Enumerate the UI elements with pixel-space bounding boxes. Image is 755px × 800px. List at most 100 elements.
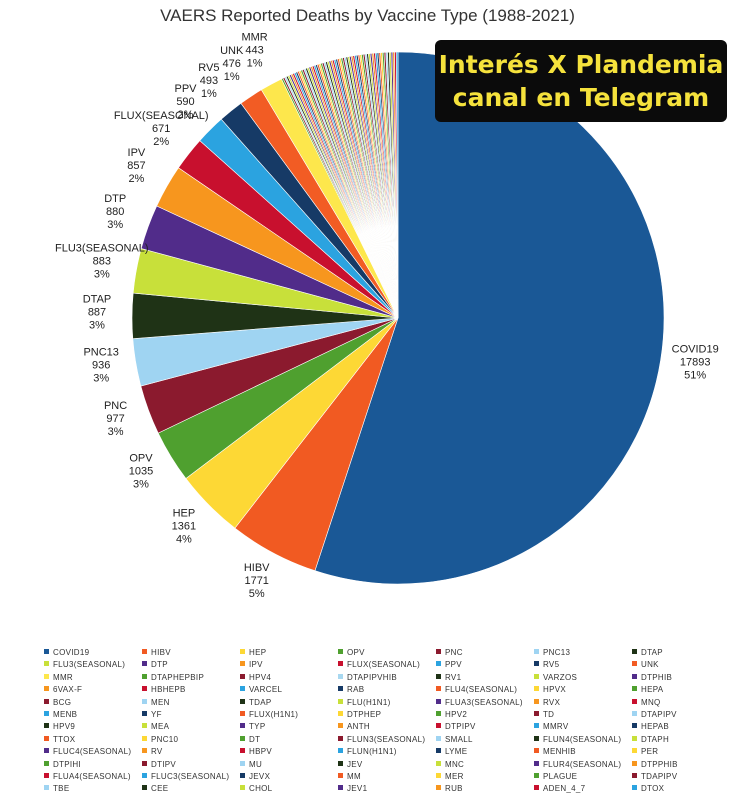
legend-item: LYME: [436, 746, 467, 758]
legend-item: FLU3(SEASONAL): [44, 659, 125, 671]
legend-label: CEE: [151, 784, 169, 794]
legend-item: DTAPIPV: [632, 709, 677, 721]
legend-label: MNC: [445, 759, 465, 769]
legend-swatch: [436, 785, 441, 791]
legend-swatch: [240, 760, 245, 766]
legend-item: HBHEPB: [142, 684, 186, 696]
legend-item: DTP: [142, 659, 168, 671]
legend-swatch: [338, 748, 343, 754]
legend-item: CEE: [142, 783, 168, 795]
banner-line-1: Interés X Plandemia: [438, 50, 724, 79]
legend-swatch: [534, 760, 539, 766]
legend-label: FLUX(SEASONAL): [347, 660, 421, 670]
legend-item: TDAPIPV: [632, 771, 677, 783]
legend-swatch: [240, 673, 245, 679]
legend-label: PNC13: [543, 648, 571, 657]
legend-label: DTP: [151, 660, 168, 670]
legend-swatch: [44, 661, 49, 667]
legend-label: YF: [151, 710, 162, 719]
legend-item: MU: [240, 759, 262, 771]
legend-swatch: [338, 735, 343, 741]
legend-label: OPV: [347, 648, 365, 657]
legend-swatch: [632, 785, 637, 791]
legend-swatch: [240, 785, 245, 791]
legend-label: MENB: [53, 710, 78, 719]
legend-label: CHOL: [249, 784, 273, 794]
legend-swatch: [44, 686, 49, 692]
legend-item: FLU(H1N1): [338, 697, 391, 709]
legend-item: RV5: [534, 659, 559, 671]
legend-swatch: [534, 748, 539, 754]
legend-item: HPVX: [534, 684, 566, 696]
legend-swatch: [436, 673, 441, 679]
legend-label: MM: [347, 772, 361, 781]
legend-item: RUB: [436, 783, 463, 795]
legend-item: TTOX: [44, 734, 75, 746]
legend-swatch: [240, 686, 245, 692]
legend-item: FLUX(H1N1): [240, 709, 298, 721]
legend-item: DTAPIPVHIB: [338, 672, 397, 684]
legend-label: TTOX: [53, 734, 76, 744]
legend-swatch: [436, 661, 441, 667]
legend-item: IPV: [240, 659, 263, 671]
legend-item: PNC13: [534, 647, 570, 659]
legend-item: DT: [240, 734, 260, 746]
legend-item: PNC10: [142, 734, 178, 746]
legend-swatch: [44, 735, 49, 741]
legend-label: MEA: [151, 722, 170, 732]
legend-label: DTPHEP: [347, 710, 382, 719]
legend-swatch: [534, 698, 539, 704]
data-label-opv: OPV 1035 3%: [129, 453, 154, 491]
legend-swatch: [240, 735, 245, 741]
legend-item: JEV1: [338, 783, 367, 795]
data-label-pnc: PNC 977 3%: [104, 400, 127, 438]
legend-swatch: [240, 649, 245, 654]
legend-label: PPV: [445, 660, 462, 670]
legend-swatch: [142, 760, 147, 766]
legend-swatch: [338, 785, 343, 791]
legend-swatch: [338, 686, 343, 692]
legend-label: HIBV: [151, 648, 171, 657]
data-label-covid19: COVID19 17893 51%: [672, 344, 719, 382]
legend-swatch: [534, 711, 539, 716]
legend-item: DTPPHIB: [632, 759, 678, 771]
legend-label: IPV: [249, 660, 263, 670]
legend-item: DTPIHI: [44, 759, 81, 771]
legend-swatch: [632, 698, 637, 704]
legend-item: FLU4(SEASONAL): [436, 684, 517, 696]
legend-label: RVX: [543, 697, 561, 707]
legend-label: LYME: [445, 747, 468, 757]
legend-swatch: [44, 785, 49, 791]
legend-swatch: [44, 649, 49, 654]
legend-swatch: [142, 649, 147, 654]
legend-item: DTPHIB: [632, 672, 672, 684]
legend-swatch: [632, 661, 637, 667]
legend-item: CHOL: [240, 783, 272, 795]
legend-swatch: [338, 711, 343, 716]
legend-swatch: [142, 723, 147, 729]
legend-item: HPV2: [436, 709, 467, 721]
legend-label: PNC: [445, 648, 463, 657]
legend-label: MMR: [53, 672, 74, 682]
legend-label: TYP: [249, 722, 266, 732]
legend-label: VARCEL: [249, 685, 283, 695]
legend-item: DTIPV: [142, 759, 176, 771]
legend-label: HEP: [249, 648, 267, 657]
data-label-rv5: RV5 493 1%: [198, 62, 219, 100]
legend-swatch: [632, 773, 637, 778]
legend-swatch: [534, 723, 539, 729]
legend-item: RV1: [436, 672, 461, 684]
legend-item: MENB: [44, 709, 77, 721]
legend-item: DTOX: [632, 783, 664, 795]
legend-swatch: [240, 698, 245, 704]
legend-swatch: [338, 649, 343, 654]
legend-item: SMALL: [436, 734, 473, 746]
legend-swatch: [240, 748, 245, 754]
legend-label: HEPA: [641, 685, 664, 695]
legend-label: TBE: [53, 784, 70, 794]
legend-label: RV5: [543, 660, 560, 670]
legend-swatch: [436, 698, 441, 704]
legend-label: VARZOS: [543, 672, 578, 682]
legend-label: DT: [249, 734, 261, 744]
legend-swatch: [44, 673, 49, 679]
